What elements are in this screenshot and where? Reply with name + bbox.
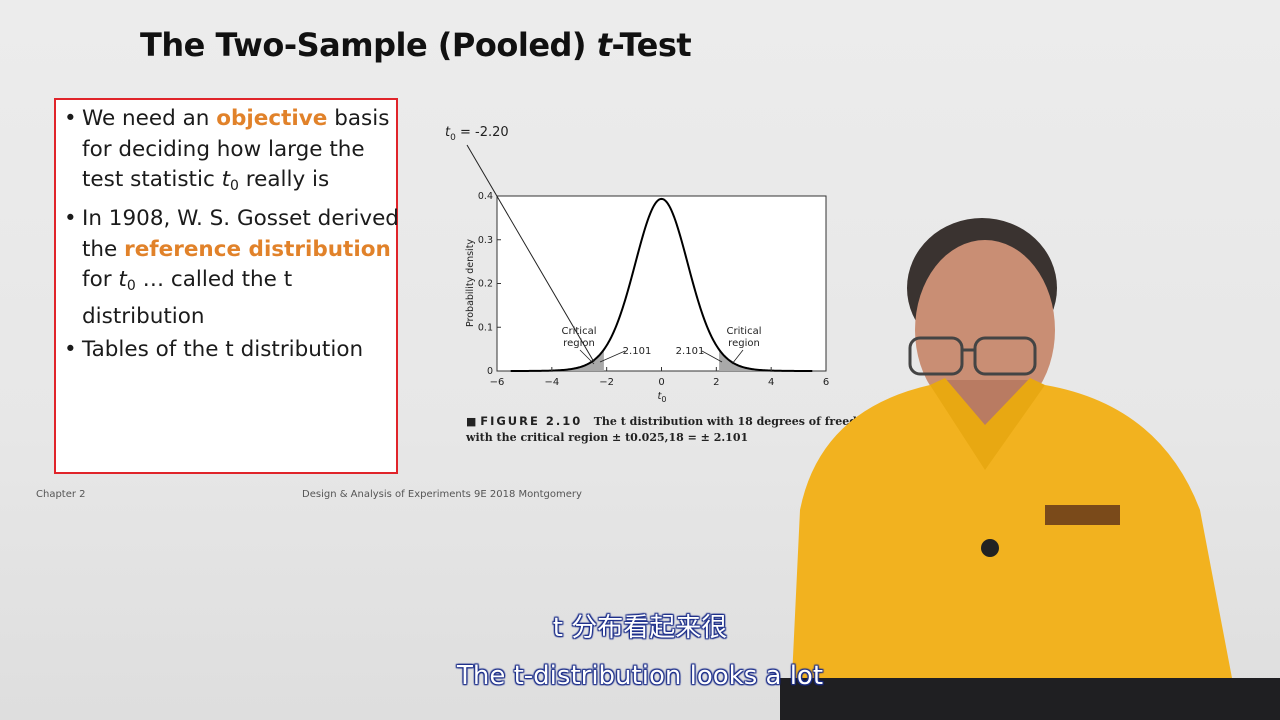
- x-tick-label: −6: [490, 377, 505, 388]
- y-tick-label: 0.4: [478, 191, 493, 202]
- ylabel: Probability density: [465, 239, 476, 327]
- x-tick-label: −2: [599, 377, 614, 388]
- region-right-pointer: [731, 349, 744, 365]
- figure-caption: ■ FIGURE 2.10 The t distribution with 18…: [466, 414, 876, 444]
- subtitle-chinese: t 分布看起来很: [552, 613, 728, 643]
- critical-region-left-2: region: [563, 338, 595, 349]
- xlabel: t0: [657, 391, 666, 404]
- x-tick-label: −4: [544, 377, 559, 388]
- crit-value-right: 2.101: [676, 346, 705, 357]
- critical-region-right: Critical: [727, 326, 762, 337]
- shade-left-tail: [510, 349, 604, 371]
- crit-left-pointer: [599, 350, 626, 363]
- plot-frame: [496, 195, 827, 372]
- footer-chapter: Chapter 2: [36, 489, 86, 500]
- footer-book: Design & Analysis of Experiments 9E 2018…: [302, 489, 582, 500]
- crit-right-pointer: [701, 350, 723, 363]
- density-curve: [510, 197, 813, 372]
- y-tick-label: 0.3: [478, 235, 493, 246]
- y-tick-label: 0.2: [478, 279, 493, 290]
- t-distribution-chart: −6 −4 −2 0 2 4 6 0 0.1 0.2 0.3 0.4 t0 = -2.20 Proba…: [445, 125, 829, 404]
- x-tick-label: 6: [823, 377, 829, 388]
- t0-arrow: [466, 144, 595, 363]
- critical-region-right-2: region: [728, 338, 760, 349]
- lapel-mic: [981, 539, 999, 557]
- bullet-box: • We need an objective basis for decidin…: [54, 98, 399, 474]
- crit-value-left: 2.101: [623, 346, 652, 357]
- subtitle-english: The t-distribution looks a lot: [456, 661, 824, 691]
- lecturer-video: [780, 218, 1280, 720]
- shade-right-tail: [719, 349, 813, 371]
- slide-title: The Two-Sample (Pooled) t-Test: [140, 26, 692, 64]
- critical-region-left: Critical: [562, 326, 597, 337]
- x-tick-label: 2: [713, 377, 719, 388]
- podium: [780, 678, 1280, 720]
- y-tick-label: 0: [487, 366, 493, 377]
- glasses-icon: [908, 336, 1037, 376]
- region-left-pointer: [579, 349, 595, 365]
- y-tick-label: 0.1: [478, 322, 493, 333]
- t0-annotation: t0 = -2.20: [445, 125, 509, 143]
- x-tick-label: 4: [768, 377, 774, 388]
- shirt-logo: [1045, 505, 1120, 525]
- lecturer-shirt: [790, 385, 1240, 720]
- x-tick-label: 0: [658, 377, 664, 388]
- shirt-collar: [930, 378, 1045, 470]
